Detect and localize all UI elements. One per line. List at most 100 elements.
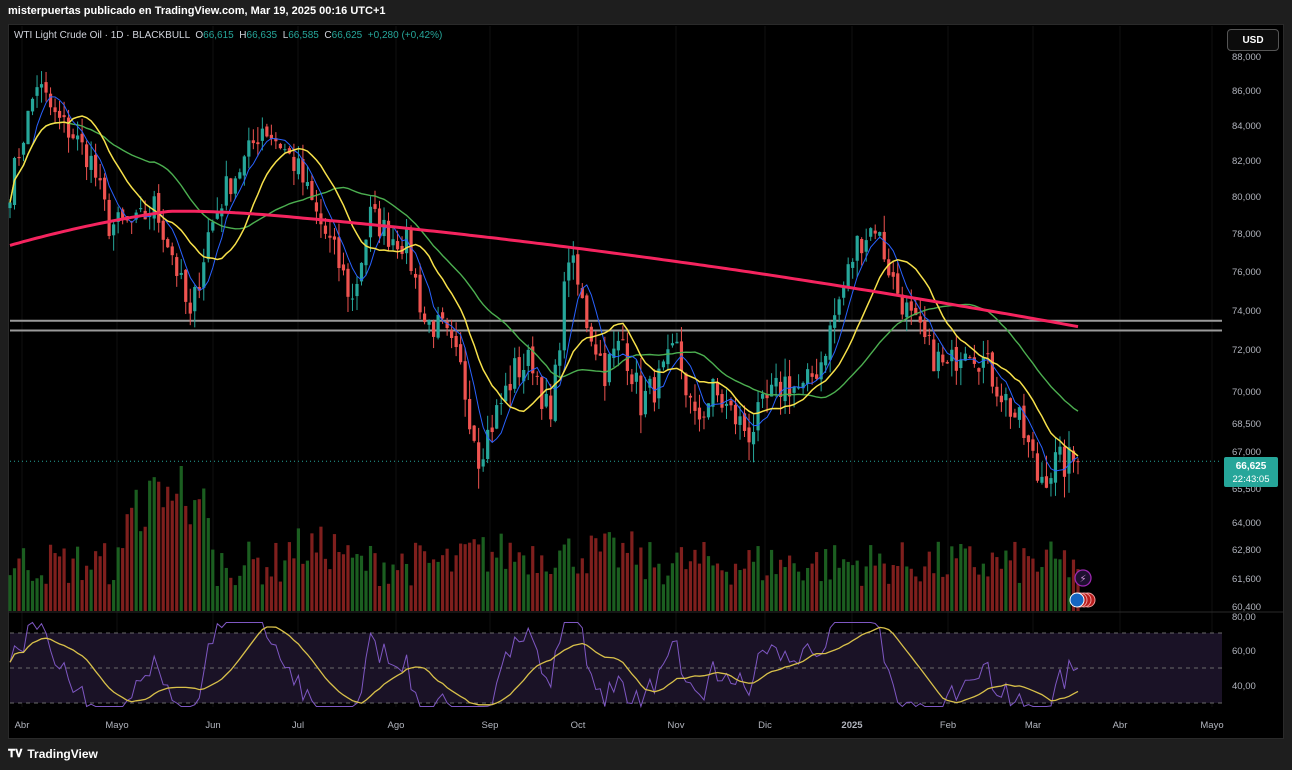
volume-bar [972,567,976,611]
volume-bar [594,538,598,611]
price-tick-label: 70,000 [1232,387,1261,398]
volume-bar [377,585,382,611]
volume-bar [711,565,715,611]
ma50-line [9,121,1079,412]
candle-body [1013,412,1017,418]
volume-bar [220,553,224,611]
candle-body [517,357,521,378]
candle-body [1031,439,1035,451]
candle-body [188,302,192,314]
candle-body [499,403,503,405]
volume-bar [679,547,684,611]
volume-bar [531,546,535,611]
volume-bar [179,466,183,611]
candle-body [17,156,21,159]
volume-bar [950,546,954,611]
volume-bar [860,585,864,611]
candle-body [535,375,539,377]
volume-bar [936,541,940,611]
volume-bar [265,567,269,611]
candle-body [269,134,273,139]
candle-body [639,375,643,416]
volume-bar [1058,559,1062,611]
volume-bar [760,580,765,611]
volume-bar [85,565,89,611]
rsi-ma-line [9,626,1079,706]
candle-body [684,373,688,396]
candle-body [418,274,422,313]
candle-body [341,264,346,271]
volume-bar [224,567,228,611]
volume-bar [896,566,900,611]
x-tick-label: Jul [292,720,304,731]
volume-bar [48,544,53,611]
volume-bar [639,547,643,611]
volume-bar [404,563,409,611]
candle-body [409,228,413,272]
candle-body [558,350,562,366]
volume-bar [1031,558,1035,611]
volume-bar [251,559,255,611]
volume-bar [175,493,179,611]
candle-body [553,364,557,421]
candle-body [580,288,584,299]
candle-body [1017,407,1022,420]
x-tick-label: Ago [388,720,405,731]
candle-body [229,178,233,195]
volume-bar [580,558,584,611]
high-value: 66,635 [246,30,278,41]
candle-body [1035,453,1040,481]
candle-body [1026,435,1031,443]
candle-body [733,404,738,425]
volume-bar [837,567,841,611]
brand-label: TradingView [27,747,98,761]
volume-bar [75,546,80,611]
candle-body [562,281,566,351]
candle-body [833,315,837,328]
x-tick-label: Oct [571,720,586,731]
candle-body [431,321,436,337]
currency-button[interactable]: USD [1227,29,1279,51]
candle-body [30,98,35,112]
volume-bar [549,573,553,611]
candle-body [936,351,940,372]
volume-bar [332,534,337,611]
x-tick-label: Sep [482,720,499,731]
price-tick-label: 84,000 [1232,121,1261,132]
volume-bar [359,555,364,611]
candle-body [625,343,629,371]
candle-body [39,84,44,88]
symbol-legend: WTI Light Crude Oil · 1D · BLACKBULL O66… [14,30,442,41]
volume-bar [283,560,287,611]
candle-body [806,369,810,384]
volume-bar [215,585,219,611]
candle-body [878,232,882,236]
volume-bar [990,552,994,611]
candle-body [724,403,729,406]
volume-bar [589,535,593,611]
countdown-value: 22:43:05 [1233,474,1270,485]
candle-body [1040,476,1044,483]
candle-body [463,361,467,400]
volume-bar [1026,556,1031,611]
volume-bar [603,533,607,611]
candle-body [1049,478,1053,484]
candle-body [75,135,80,140]
candle-body [504,385,508,402]
price-tick-label: 74,000 [1232,306,1261,317]
candle-body [62,115,66,118]
volume-bar [801,580,805,611]
volume-bar [386,583,391,611]
volume-bar [842,559,846,611]
candle-body [648,378,652,388]
candle-body [359,262,364,282]
volume-bar [422,551,427,611]
candle-body [643,390,647,415]
volume-bar [508,542,512,611]
candle-body [328,235,332,238]
candle-body [57,110,62,118]
candle-body [747,427,751,443]
low-label: L [282,30,289,41]
volume-bar [134,489,138,611]
